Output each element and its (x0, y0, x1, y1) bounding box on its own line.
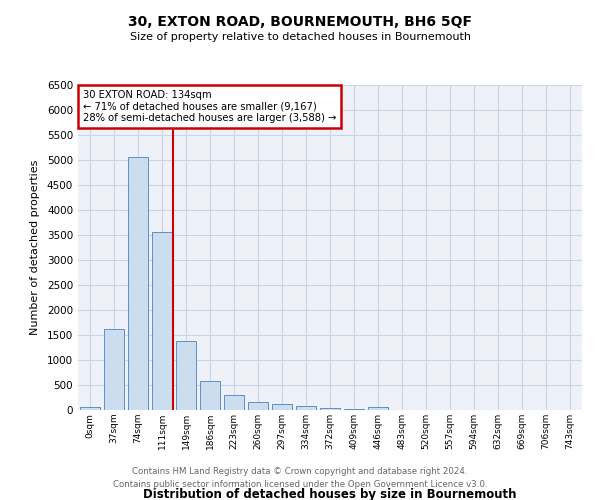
Text: Size of property relative to detached houses in Bournemouth: Size of property relative to detached ho… (130, 32, 470, 42)
X-axis label: Distribution of detached houses by size in Bournemouth: Distribution of detached houses by size … (143, 488, 517, 500)
Bar (200, 381, 220, 410)
Y-axis label: Number of detached properties: Number of detached properties (30, 160, 40, 335)
Bar (176, 340, 196, 410)
Text: Contains HM Land Registry data © Crown copyright and database right 2024.: Contains HM Land Registry data © Crown c… (132, 467, 468, 476)
Text: 30, EXTON ROAD, BOURNEMOUTH, BH6 5QF: 30, EXTON ROAD, BOURNEMOUTH, BH6 5QF (128, 15, 472, 29)
Bar (224, 395, 244, 410)
Bar (128, 157, 148, 410)
Bar (272, 404, 292, 410)
Text: 30 EXTON ROAD: 134sqm
← 71% of detached houses are smaller (9,167)
28% of semi-d: 30 EXTON ROAD: 134sqm ← 71% of detached … (83, 90, 337, 123)
Bar (152, 232, 172, 410)
Bar (344, 409, 364, 410)
Bar (80, 407, 100, 410)
Bar (104, 329, 124, 410)
Bar (248, 402, 268, 410)
Bar (320, 408, 340, 410)
Bar (368, 407, 388, 410)
Text: Contains public sector information licensed under the Open Government Licence v3: Contains public sector information licen… (113, 480, 487, 489)
Bar (296, 406, 316, 410)
